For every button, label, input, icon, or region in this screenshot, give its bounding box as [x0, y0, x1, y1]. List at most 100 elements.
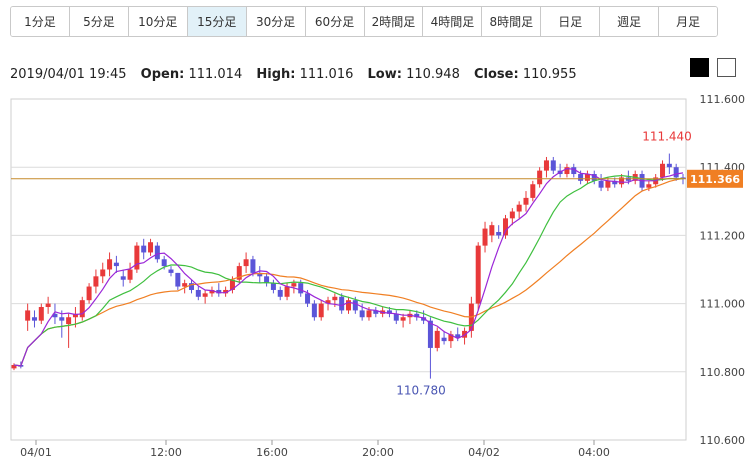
close-label: Close:	[474, 67, 519, 82]
candle-body	[107, 259, 113, 270]
candle-body	[666, 163, 672, 168]
y-tick-label: 110.600	[700, 434, 746, 447]
high-value: 111.016	[299, 67, 354, 82]
candle-body	[202, 293, 208, 297]
black-theme-button[interactable]	[690, 58, 709, 77]
candle-body	[120, 276, 126, 280]
current-price-label: 111.366	[690, 173, 740, 186]
tab-timeframe[interactable]: 60分足	[305, 7, 365, 36]
low-value: 110.948	[406, 67, 460, 82]
candle-body	[311, 303, 317, 318]
tab-timeframe[interactable]: 日足	[541, 7, 601, 36]
candle-body	[537, 170, 543, 185]
x-tick-label: 04:00	[578, 446, 610, 459]
open-label: Open:	[140, 67, 185, 82]
candle-body	[441, 337, 447, 342]
candle-body	[113, 262, 119, 267]
tab-timeframe[interactable]: 1分足	[11, 7, 70, 36]
ma-mid-line	[13, 174, 684, 367]
candle-body	[373, 310, 379, 314]
candle-body	[516, 204, 522, 212]
tab-timeframe[interactable]: 15分足	[187, 7, 247, 36]
open-value: 111.014	[188, 67, 243, 82]
tab-timeframe[interactable]: 5分足	[69, 7, 129, 36]
candle-body	[154, 245, 160, 260]
y-tick-label: 111.000	[700, 298, 746, 311]
candle-body	[489, 225, 495, 236]
candle-body	[229, 279, 235, 290]
candle-body	[59, 317, 65, 321]
candle-body	[25, 310, 31, 321]
candle-body	[482, 228, 488, 246]
candle-body	[318, 303, 324, 318]
candle-body	[427, 320, 433, 348]
candle-body	[264, 276, 270, 284]
candle-body	[38, 307, 44, 321]
candle-body	[134, 245, 140, 270]
candle-body	[277, 289, 283, 297]
candle-body	[619, 177, 625, 185]
x-tick-label: 12:00	[150, 446, 182, 459]
ohlc-datetime: 2019/04/01 19:45	[10, 67, 127, 82]
candle-body	[646, 184, 652, 188]
candle-body	[284, 286, 290, 297]
candle-body	[414, 313, 420, 318]
candle-body	[209, 289, 215, 294]
tab-timeframe[interactable]: 4時間足	[423, 7, 483, 36]
candle-body	[612, 180, 618, 185]
x-tick-label: 04/01	[20, 446, 52, 459]
candle-body	[523, 197, 529, 205]
candle-body	[93, 276, 99, 287]
x-tick-label: 04/02	[468, 446, 500, 459]
candle-body	[386, 310, 392, 314]
candle-body	[182, 283, 188, 287]
y-tick-label: 110.800	[700, 366, 746, 379]
close-value: 110.955	[522, 67, 577, 82]
white-theme-button[interactable]	[717, 58, 736, 77]
candle-body	[223, 289, 229, 294]
candle-body	[578, 174, 584, 181]
candle-body	[216, 289, 222, 294]
candle-body	[45, 303, 51, 308]
candle-body	[188, 283, 194, 290]
candle-body	[52, 313, 58, 318]
candle-body	[298, 283, 304, 294]
candle-body	[195, 289, 201, 297]
tab-timeframe[interactable]: 2時間足	[364, 7, 424, 36]
candle-body	[605, 180, 611, 188]
candle-body	[434, 330, 440, 348]
candle-body	[250, 259, 256, 273]
tab-timeframe[interactable]: 月足	[659, 7, 717, 36]
candle-body	[509, 211, 515, 219]
candle-body	[175, 272, 181, 287]
candle-body	[591, 174, 597, 181]
candle-body	[421, 317, 427, 321]
tab-timeframe[interactable]: 週足	[600, 7, 660, 36]
candle-body	[455, 334, 461, 338]
candle-body	[257, 272, 263, 277]
candle-body	[332, 296, 338, 301]
candle-body	[11, 364, 17, 369]
candle-body	[141, 245, 147, 253]
plot-area	[10, 98, 687, 441]
candle-body	[448, 334, 454, 342]
candle-body	[161, 259, 167, 267]
candle-body	[243, 259, 249, 267]
tab-timeframe[interactable]: 8時間足	[482, 7, 542, 36]
candle-body	[584, 174, 590, 181]
candle-body	[79, 300, 85, 318]
candle-body	[660, 163, 666, 178]
x-tick-label: 20:00	[362, 446, 394, 459]
ma-short-line	[13, 167, 684, 367]
tab-timeframe[interactable]: 10分足	[128, 7, 188, 36]
candle-body	[564, 167, 570, 175]
ohlc-readout: 2019/04/01 19:45 Open: 111.014 High: 111…	[10, 67, 577, 82]
candle-body	[530, 184, 536, 198]
ma-long-line	[13, 177, 684, 367]
candle-body	[346, 300, 351, 311]
low-annotation: 110.780	[396, 384, 446, 398]
candle-body	[339, 296, 345, 311]
candle-body	[475, 245, 481, 304]
tab-timeframe[interactable]: 30分足	[246, 7, 306, 36]
